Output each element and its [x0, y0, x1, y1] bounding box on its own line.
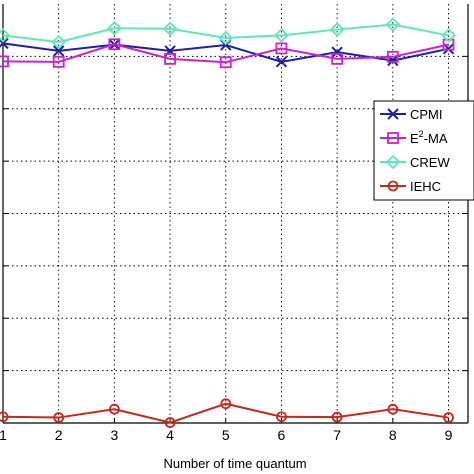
legend-label: IEHC: [410, 179, 441, 194]
x-tick-label: 8: [389, 427, 397, 443]
data-point-e2-ma: [331, 52, 344, 65]
data-point-e2-ma: [442, 38, 455, 51]
data-point-crew: [274, 28, 289, 43]
legend-marker: [387, 108, 399, 120]
data-point-e2-ma: [164, 52, 176, 65]
data-point-cpmi: [0, 37, 9, 50]
data-point-crew: [218, 30, 234, 46]
series-e2-ma: [0, 38, 455, 69]
data-point-iehc: [108, 403, 120, 415]
data-point-iehc: [443, 412, 454, 423]
x-tick-label: 6: [278, 427, 286, 443]
series-iehc: [0, 398, 454, 428]
data-point-iehc: [387, 403, 399, 415]
data-point-cpmi: [331, 46, 343, 58]
legend-marker: [385, 154, 401, 170]
data-point-e2-ma: [386, 50, 399, 63]
data-point-crew: [0, 28, 11, 43]
legend-label: CPMI: [410, 107, 443, 122]
data-point-e2-ma: [275, 42, 288, 55]
data-point-crew: [51, 34, 66, 50]
x-tick-label: 5: [222, 427, 230, 443]
x-tick-label: 4: [166, 427, 174, 443]
data-point-crew: [385, 17, 401, 32]
data-point-e2-ma: [108, 38, 121, 51]
x-tick-label: 2: [55, 427, 63, 443]
x-tick-label: 9: [445, 427, 453, 443]
data-point-iehc: [220, 398, 232, 410]
x-tick-label: 1: [0, 427, 7, 443]
data-point-e2-ma: [0, 55, 9, 68]
legend-item-crew: CREW: [380, 154, 450, 170]
legend-label: E2-MA: [410, 129, 448, 146]
x-tick-label: 3: [110, 427, 118, 443]
legend-marker: [387, 132, 399, 144]
series-line-iehc: [2, 402, 449, 424]
data-point-iehc: [53, 412, 65, 423]
legend-label: CREW: [410, 155, 450, 170]
legend: CPMI E2-MA CREW IEHC: [373, 100, 474, 201]
data-point-e2-ma: [52, 55, 65, 68]
data-point-crew: [329, 22, 345, 37]
data-point-iehc: [0, 411, 9, 423]
series-line-crew: [2, 23, 449, 44]
legend-item-e2-ma: E2-MA: [380, 129, 448, 146]
x-axis-label: Number of time quantum: [163, 456, 306, 471]
data-point-cpmi: [52, 45, 65, 57]
data-point-e2-ma: [219, 56, 232, 69]
legend-marker: [387, 180, 399, 192]
legend-item-iehc: IEHC: [380, 179, 441, 194]
data-point-crew: [107, 21, 122, 36]
data-point-iehc: [331, 411, 343, 423]
data-point-iehc: [164, 417, 176, 428]
x-tick-label: 7: [333, 427, 341, 443]
data-point-crew: [162, 21, 178, 36]
data-point-crew: [441, 28, 456, 43]
series-line-e2-ma: [2, 43, 449, 64]
data-point-cpmi: [275, 56, 288, 68]
series-layer: [0, 17, 456, 428]
legend-item-cpmi: CPMI: [380, 107, 443, 122]
series-crew: [0, 17, 456, 50]
data-point-iehc: [276, 411, 287, 423]
